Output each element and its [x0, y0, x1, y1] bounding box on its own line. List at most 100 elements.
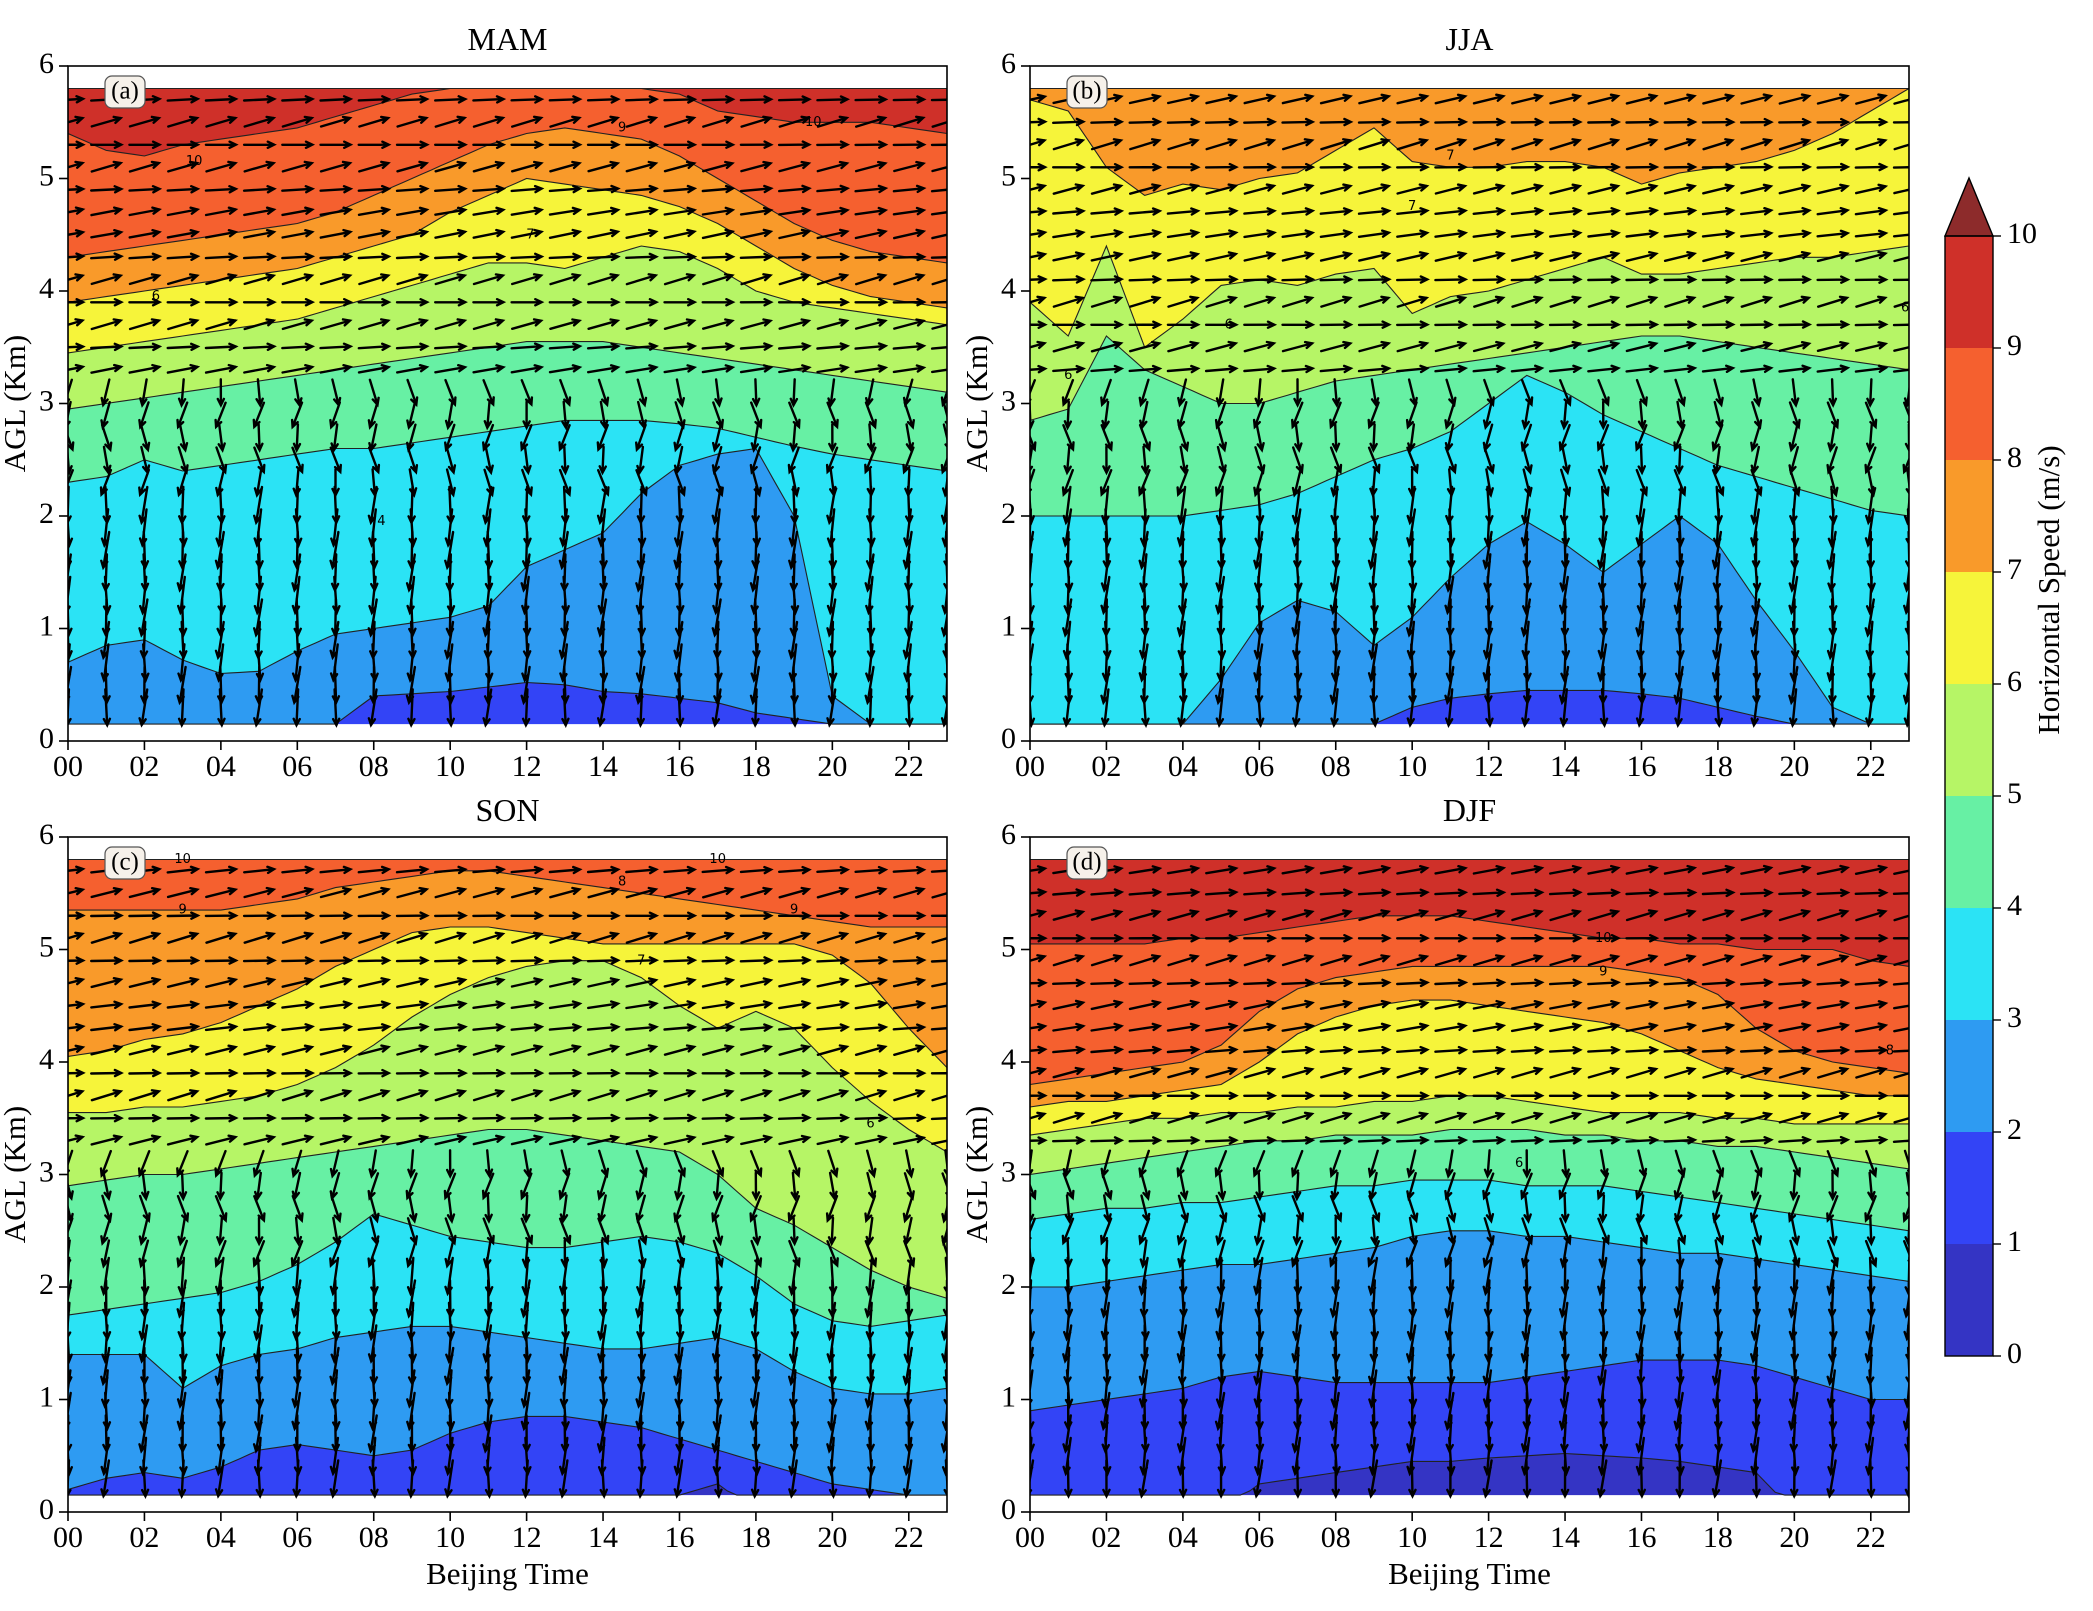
wind-arrow — [139, 1436, 148, 1477]
contour-band-8 — [68, 858, 947, 928]
wind-arrow — [254, 1346, 264, 1387]
wind-arrow — [90, 115, 124, 128]
y-tick-label: 4 — [1001, 272, 1016, 305]
wind-arrow — [1434, 934, 1469, 943]
wind-arrow — [1483, 1279, 1493, 1319]
wind-arrow — [1357, 117, 1392, 127]
wind-arrow — [1778, 295, 1812, 308]
wind-arrow — [1320, 183, 1353, 195]
wind-arrow — [1548, 1046, 1583, 1055]
wind-arrow — [1330, 1301, 1340, 1342]
wind-arrow — [1702, 93, 1736, 105]
wind-arrow — [1319, 1022, 1354, 1032]
wind-arrow — [253, 1195, 266, 1223]
wind-arrow — [1030, 251, 1048, 260]
wind-arrow — [663, 1089, 697, 1102]
wind-arrow — [930, 346, 947, 350]
wind-arrow — [472, 184, 507, 194]
wind-arrow — [1893, 188, 1909, 195]
wind-arrow — [319, 273, 353, 286]
wind-arrow — [434, 115, 468, 128]
wind-arrow — [1281, 1066, 1315, 1079]
wind-arrow — [329, 1459, 340, 1499]
x-tick-label: 04 — [1168, 750, 1198, 783]
wind-arrow — [1485, 468, 1494, 498]
wind-arrow — [1788, 553, 1798, 593]
wind-arrow — [864, 1391, 875, 1432]
wind-arrow — [1637, 1239, 1646, 1269]
wind-arrow — [931, 368, 947, 374]
y-tick-label: 1 — [39, 1380, 54, 1413]
wind-arrow — [434, 886, 468, 899]
wind-arrow — [406, 1256, 416, 1297]
wind-arrow — [1826, 1369, 1836, 1409]
wind-arrow — [253, 1301, 263, 1342]
wind-arrow — [1205, 295, 1239, 308]
wind-arrow — [139, 620, 149, 661]
wind-arrow — [1674, 1149, 1686, 1179]
wind-arrow — [1319, 888, 1354, 897]
wind-arrow — [1472, 1022, 1507, 1033]
wind-arrow — [68, 956, 86, 965]
wind-arrow — [522, 400, 531, 431]
wind-arrow — [1090, 320, 1125, 329]
wind-arrow — [472, 318, 506, 331]
wind-arrow — [739, 1069, 774, 1078]
wind-arrow — [904, 1279, 914, 1319]
x-tick-label: 18 — [741, 750, 771, 783]
wind-arrow — [1816, 183, 1850, 195]
wind-arrow — [510, 298, 545, 307]
wind-arrow — [177, 1301, 186, 1342]
wind-arrow — [1625, 162, 1660, 172]
wind-arrow — [1664, 1066, 1697, 1079]
wind-arrow — [1358, 909, 1392, 922]
wind-arrow — [367, 688, 378, 728]
wind-arrow — [712, 423, 722, 453]
contour-label: 6 — [1515, 1156, 1523, 1171]
wind-arrow — [1778, 162, 1813, 172]
wind-arrow — [1434, 320, 1469, 329]
wind-arrow — [790, 1279, 799, 1319]
wind-arrow — [1179, 445, 1189, 476]
wind-arrow — [1330, 1171, 1340, 1202]
wind-arrow — [713, 620, 722, 661]
wind-arrow — [1559, 553, 1569, 593]
wind-arrow — [893, 1089, 926, 1102]
wind-arrow — [176, 1194, 190, 1223]
wind-arrow — [281, 342, 316, 351]
wind-arrow — [637, 1239, 647, 1269]
wind-arrow — [1129, 909, 1162, 921]
wind-arrow — [243, 1044, 277, 1056]
wind-arrow — [166, 956, 201, 965]
wind-arrow — [1702, 864, 1736, 875]
wind-arrow — [1893, 256, 1909, 263]
wind-arrow — [1598, 1279, 1607, 1319]
wind-arrow — [510, 184, 545, 194]
wind-arrow — [1434, 229, 1469, 238]
wind-arrow — [1714, 485, 1723, 526]
wind-arrow — [204, 252, 239, 261]
wind-arrow — [586, 1023, 621, 1032]
wind-arrow — [777, 956, 812, 965]
wind-arrow — [176, 468, 188, 498]
wind-arrow — [291, 553, 302, 593]
wind-arrow — [357, 1023, 392, 1032]
wind-arrow — [510, 342, 545, 351]
wind-arrow — [434, 364, 468, 374]
wind-arrow — [1740, 295, 1774, 308]
wind-arrow — [1320, 1066, 1353, 1079]
wind-arrow — [178, 1414, 187, 1454]
wind-arrow — [1752, 378, 1762, 408]
wind-arrow — [205, 273, 238, 286]
wind-arrow — [444, 400, 454, 431]
wind-arrow — [1254, 553, 1263, 593]
wind-arrow — [205, 115, 238, 128]
wind-arrow — [1052, 1136, 1086, 1145]
wind-arrow — [444, 1459, 454, 1499]
wind-arrow — [1855, 341, 1889, 352]
wind-arrow — [128, 977, 162, 988]
wind-arrow — [1548, 934, 1583, 943]
wind-arrow — [1625, 364, 1660, 373]
wind-arrow — [558, 530, 569, 571]
